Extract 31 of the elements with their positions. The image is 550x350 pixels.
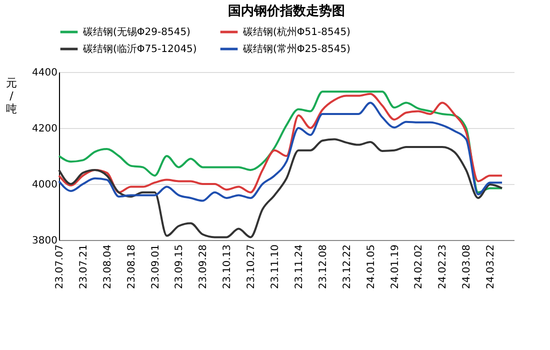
x-tick-label: 24.02.23 xyxy=(438,244,449,290)
y-tick-label: 4200 xyxy=(32,124,58,134)
legend-label: 碳结钢(常州Φ25-8545) xyxy=(242,43,351,55)
x-tick-label: 23.08.04 xyxy=(102,244,114,290)
x-tick-label: 23.07.07 xyxy=(54,244,66,290)
y-tick-label: 4400 xyxy=(32,68,58,78)
y-tick-label: 3800 xyxy=(32,236,58,246)
x-tick-label: 24.03.22 xyxy=(486,244,497,290)
x-tick-label: 24.01.19 xyxy=(390,244,401,290)
x-tick-label: 24.01.05 xyxy=(366,244,377,290)
x-tick-label: 23.07.21 xyxy=(78,244,90,290)
x-tick-label: 23.11.10 xyxy=(270,244,282,290)
line-series xyxy=(58,102,504,202)
x-tick-label: 23.09.15 xyxy=(174,244,186,290)
x-tick-label: 23.10.27 xyxy=(246,244,258,290)
x-tick-label: 23.08.18 xyxy=(126,244,138,290)
chart-title: 国内钢价指数走势图 xyxy=(228,3,345,19)
y-axis-title: 元/吨 xyxy=(6,76,17,116)
x-tick-label: 24.02.02 xyxy=(414,244,425,290)
legend-label: 碳结钢(杭州Φ51-8545) xyxy=(242,26,351,38)
line-series xyxy=(58,138,504,238)
y-tick-label: 4000 xyxy=(32,180,58,190)
x-tick-label: 23.09.01 xyxy=(150,244,162,290)
x-tick-label: 23.12.08 xyxy=(318,244,329,290)
x-tick-label: 24.03.08 xyxy=(462,244,473,290)
legend-label: 碳结钢(无锡Φ29-8545) xyxy=(82,26,191,38)
x-tick-label: 23.10.13 xyxy=(222,244,234,290)
legend-label: 碳结钢(临沂Φ75-12045) xyxy=(82,43,197,55)
x-tick-label: 23.12.22 xyxy=(342,244,353,290)
x-tick-label: 23.09.28 xyxy=(198,244,210,290)
x-tick-label: 23.11.24 xyxy=(294,244,305,290)
